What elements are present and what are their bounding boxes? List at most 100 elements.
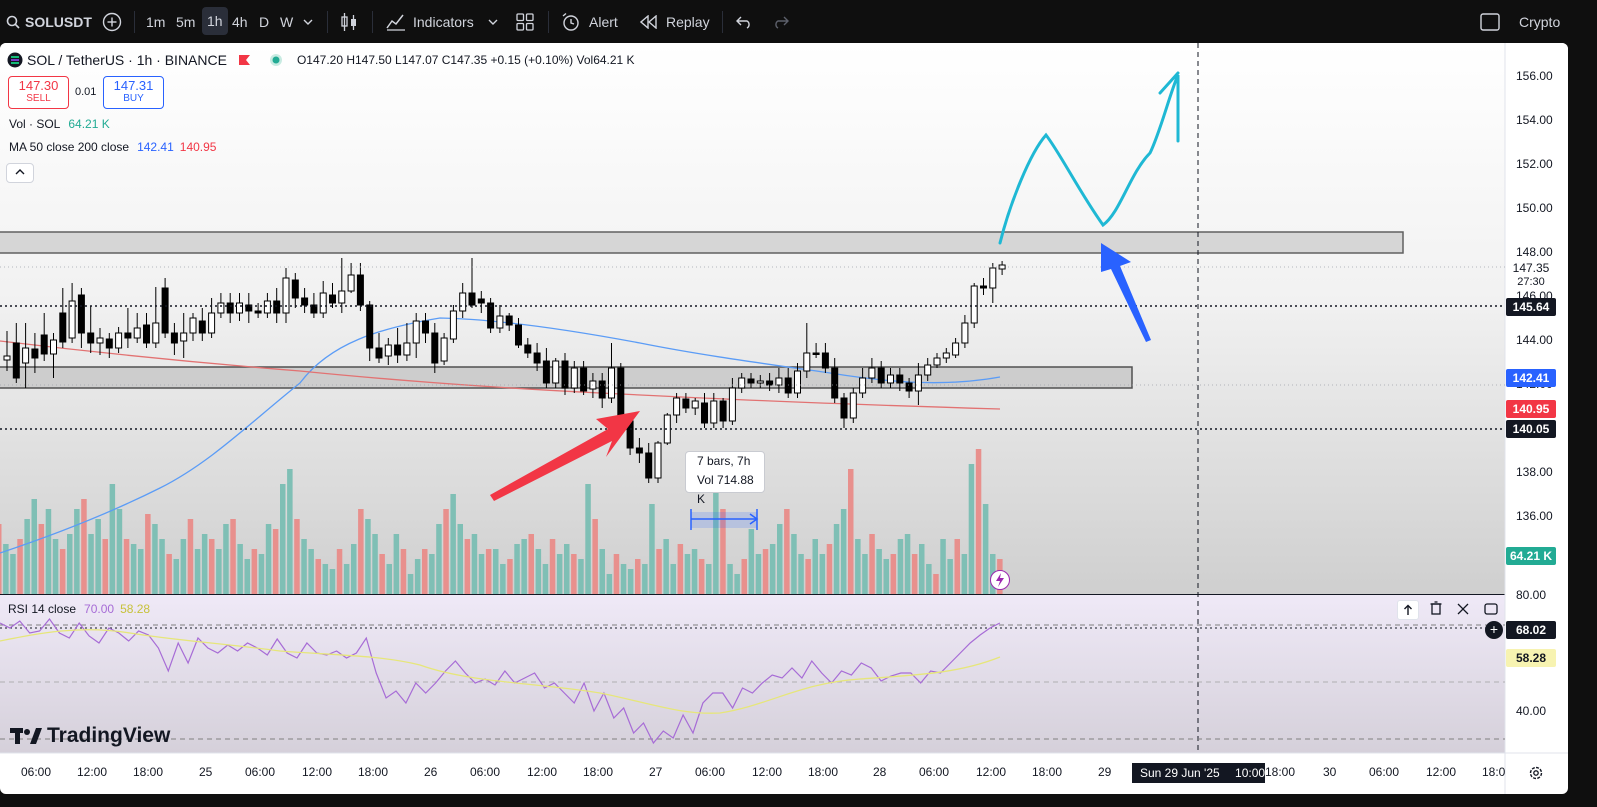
- measure-volume: Vol 714.88 K: [697, 473, 754, 506]
- time-tick: 06:00: [1369, 765, 1400, 779]
- candle-body: [40, 334, 48, 355]
- replay-button[interactable]: Replay: [640, 0, 710, 43]
- time-tick: 29: [1098, 765, 1112, 779]
- volume-bar: [592, 519, 598, 594]
- ma-legend[interactable]: MA 50 close 200 close 142.41 140.95: [9, 140, 216, 154]
- alarm-clock-icon: [562, 12, 579, 31]
- volume-bar: [784, 509, 790, 594]
- measure-bars: 7 bars, 7h: [697, 454, 751, 468]
- candle-body: [77, 294, 85, 334]
- volume-bar: [620, 564, 627, 594]
- interval-w[interactable]: W: [280, 0, 293, 43]
- volume-bar: [329, 569, 336, 594]
- volume-bar: [954, 539, 960, 594]
- indicators-dropdown[interactable]: [488, 0, 498, 43]
- chevron-down-icon: [303, 19, 313, 25]
- volume-bar: [372, 534, 378, 594]
- fullscreen-button[interactable]: [1480, 0, 1500, 43]
- volume-bar: [521, 539, 527, 594]
- candle-body: [273, 300, 281, 314]
- volume-bar: [713, 469, 719, 594]
- time-tick: 18:00: [1032, 765, 1063, 779]
- indicators-button[interactable]: Indicators: [386, 0, 474, 43]
- volume-bar: [322, 564, 329, 594]
- volume-bar: [422, 549, 428, 594]
- price-tick: 148.00: [1516, 245, 1553, 259]
- collapse-pane-button[interactable]: [1452, 600, 1474, 620]
- candle-body: [282, 277, 290, 314]
- delete-pane-button[interactable]: [1425, 600, 1447, 620]
- interval-4h[interactable]: 4h: [232, 0, 248, 43]
- market-text: Crypto: [1519, 13, 1561, 30]
- candle-body: [924, 364, 932, 376]
- candle-body: [394, 344, 402, 356]
- interval-5m[interactable]: 5m: [176, 0, 195, 43]
- time-tick: 06:00: [919, 765, 950, 779]
- candle-body: [505, 315, 513, 326]
- flag-icon[interactable]: [237, 54, 251, 66]
- interval-1h[interactable]: 1h: [202, 7, 228, 35]
- maximize-pane-button[interactable]: [1480, 600, 1502, 620]
- volume-bar: [635, 559, 641, 594]
- candle-body: [905, 382, 913, 392]
- candle-body: [124, 332, 132, 339]
- candle-body: [756, 380, 764, 384]
- candle-body: [775, 377, 783, 386]
- rsi-line: [0, 618, 1001, 745]
- solana-logo-icon: [7, 52, 23, 68]
- volume-bar: [194, 549, 201, 594]
- interval-1m[interactable]: 1m: [146, 0, 165, 43]
- volume-bar: [961, 554, 968, 594]
- chart-canvas[interactable]: [0, 43, 1568, 794]
- candle-body: [747, 378, 755, 384]
- candle-body: [366, 304, 374, 349]
- interval-d[interactable]: D: [259, 0, 269, 43]
- volume-bar: [578, 559, 584, 594]
- volume-bar: [45, 509, 52, 594]
- alert-button[interactable]: Alert: [561, 0, 618, 43]
- market-label[interactable]: Crypto: [1519, 0, 1560, 43]
- candle-body: [31, 348, 39, 359]
- volume-bar: [933, 574, 939, 594]
- volume-bar: [209, 539, 215, 594]
- compare-button[interactable]: [101, 0, 123, 43]
- sell-button[interactable]: 147.30 SELL: [8, 76, 69, 109]
- lightning-icon[interactable]: [990, 570, 1010, 590]
- rsi-legend[interactable]: RSI 14 close 70.00 58.28: [8, 602, 150, 616]
- indicators-icon: [386, 14, 405, 31]
- candle-body: [329, 294, 336, 304]
- candle-body: [914, 374, 922, 392]
- volume-bar: [862, 554, 868, 594]
- sell-label: SELL: [26, 93, 51, 104]
- volume-bar: [649, 504, 655, 594]
- time-tick: 18:00: [583, 765, 614, 779]
- move-pane-up-button[interactable]: [1397, 600, 1419, 620]
- candles-icon: [341, 12, 356, 31]
- symbol-search[interactable]: SOLUSDT: [6, 0, 92, 43]
- settings-gear-icon[interactable]: [1528, 765, 1544, 786]
- candle-body: [384, 344, 392, 357]
- candle-body: [96, 337, 104, 344]
- candle-body: [933, 357, 941, 366]
- tradingview-logo[interactable]: TradingView: [10, 724, 170, 748]
- ma50-badge: 142.41: [1506, 369, 1556, 387]
- interval-dropdown[interactable]: [303, 0, 313, 43]
- candle-body: [738, 377, 746, 389]
- candle-body: [608, 367, 615, 399]
- collapse-legend-button[interactable]: [6, 163, 34, 183]
- chart-frame[interactable]: SOL / TetherUS · 1h · BINANCE O147.20 H1…: [0, 43, 1568, 794]
- chart-type-button[interactable]: [340, 0, 358, 43]
- crosshair-hour: 10:00: [1235, 766, 1266, 780]
- candle-body: [552, 360, 560, 384]
- candle-body: [347, 274, 355, 292]
- redo-button[interactable]: [773, 0, 789, 43]
- volume-legend[interactable]: Vol · SOL 64.21 K: [9, 117, 110, 131]
- add-alert-plus-icon[interactable]: +: [1485, 621, 1503, 639]
- time-tick: 18:00: [808, 765, 839, 779]
- volume-bar: [663, 539, 669, 594]
- symbol-legend[interactable]: SOL / TetherUS · 1h · BINANCE O147.20 H1…: [7, 52, 635, 68]
- candle-body: [766, 380, 774, 386]
- layouts-button[interactable]: [516, 0, 534, 43]
- undo-button[interactable]: [736, 0, 752, 43]
- buy-button[interactable]: 147.31 BUY: [103, 76, 164, 109]
